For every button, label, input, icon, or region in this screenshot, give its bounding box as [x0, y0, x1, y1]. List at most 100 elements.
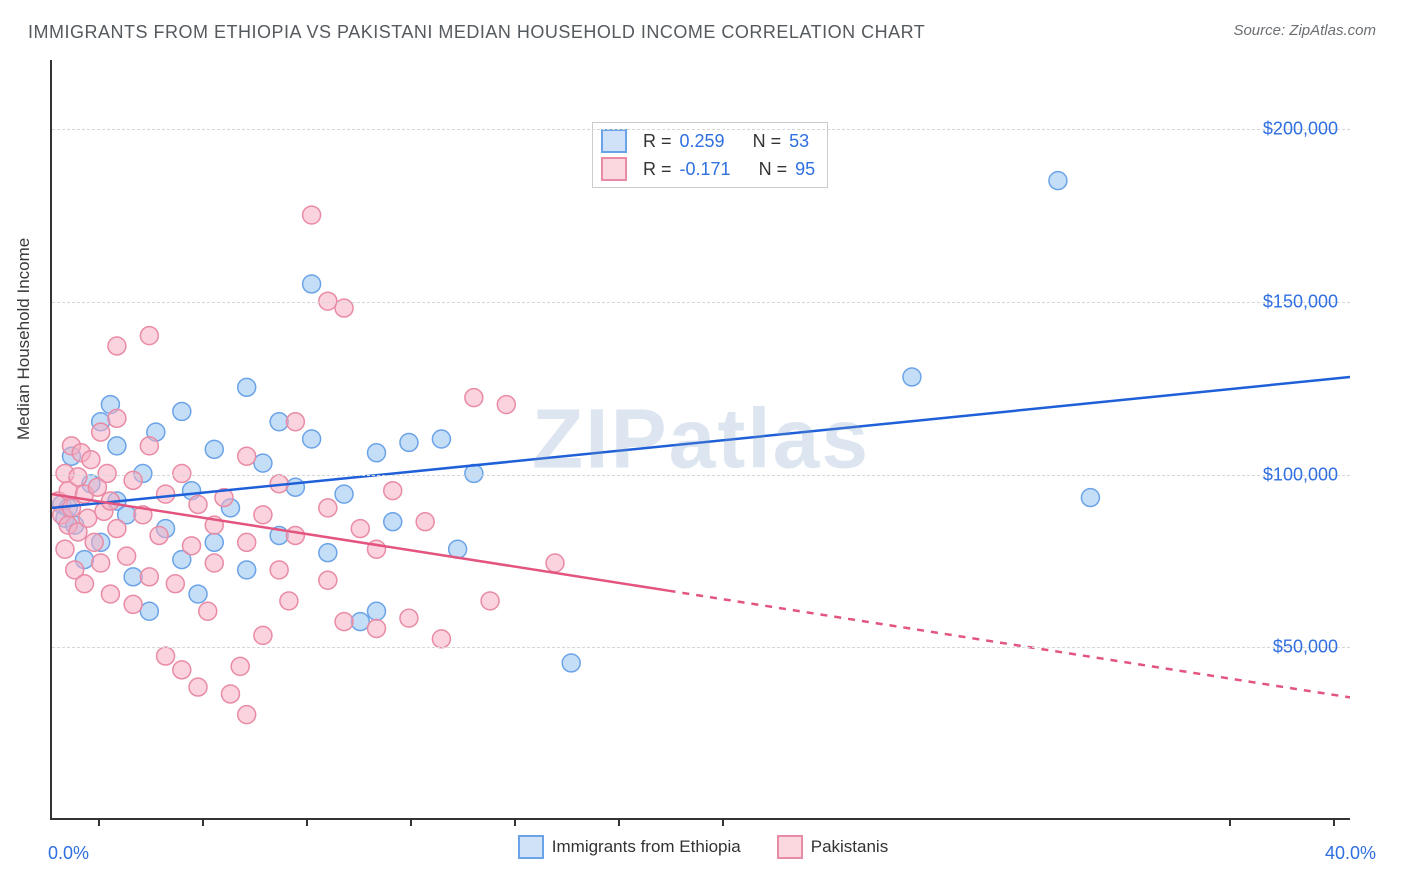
data-point [221, 685, 239, 703]
data-point [124, 595, 142, 613]
data-point [183, 537, 201, 555]
data-point [303, 206, 321, 224]
data-point [497, 396, 515, 414]
data-point [140, 327, 158, 345]
data-point [189, 678, 207, 696]
data-point [189, 585, 207, 603]
data-point [189, 495, 207, 513]
legend-item: Immigrants from Ethiopia [518, 835, 741, 859]
data-point [903, 368, 921, 386]
data-point [205, 554, 223, 572]
data-point [280, 592, 298, 610]
data-point [199, 602, 217, 620]
n-label: N = [753, 131, 782, 152]
data-point [416, 513, 434, 531]
r-label: R = [643, 159, 672, 180]
data-point [319, 571, 337, 589]
data-point [432, 630, 450, 648]
data-point [108, 409, 126, 427]
gridline [52, 647, 1350, 648]
data-point [335, 485, 353, 503]
r-value: 0.259 [680, 131, 725, 152]
x-tick [410, 818, 412, 826]
data-point [254, 626, 272, 644]
data-point [82, 451, 100, 469]
data-point [384, 482, 402, 500]
data-point [56, 540, 74, 558]
data-point [205, 440, 223, 458]
series-legend: Immigrants from Ethiopia Pakistanis [0, 835, 1406, 864]
data-point [85, 533, 103, 551]
x-tick [98, 818, 100, 826]
data-point [62, 499, 80, 517]
gridline [52, 302, 1350, 303]
data-point [92, 423, 110, 441]
chart-title: IMMIGRANTS FROM ETHIOPIA VS PAKISTANI ME… [28, 22, 925, 43]
r-label: R = [643, 131, 672, 152]
data-point [351, 520, 369, 538]
data-point [238, 378, 256, 396]
data-point [157, 647, 175, 665]
data-point [1081, 489, 1099, 507]
x-tick [1333, 818, 1335, 826]
data-point [368, 620, 386, 638]
data-point [368, 444, 386, 462]
data-point [173, 661, 191, 679]
data-point [368, 602, 386, 620]
data-point [75, 575, 93, 593]
data-point [546, 554, 564, 572]
legend-item: Pakistanis [777, 835, 888, 859]
data-point [98, 464, 116, 482]
data-point [205, 533, 223, 551]
data-point [238, 533, 256, 551]
data-point [108, 337, 126, 355]
x-tick [306, 818, 308, 826]
legend-label: Immigrants from Ethiopia [552, 837, 741, 857]
x-tick [1229, 818, 1231, 826]
data-point [432, 430, 450, 448]
y-tick-label: $150,000 [1263, 291, 1338, 312]
data-point [335, 613, 353, 631]
y-tick-label: $200,000 [1263, 119, 1338, 140]
data-point [166, 575, 184, 593]
data-point [270, 413, 288, 431]
data-point [101, 585, 119, 603]
r-value: -0.171 [680, 159, 731, 180]
data-point [303, 275, 321, 293]
legend-label: Pakistanis [811, 837, 888, 857]
y-tick-label: $50,000 [1273, 637, 1338, 658]
data-point [400, 433, 418, 451]
data-point [1049, 172, 1067, 190]
data-point [465, 389, 483, 407]
legend-row: R =-0.171N =95 [601, 155, 815, 183]
data-point [140, 568, 158, 586]
data-point [351, 613, 369, 631]
data-point [384, 513, 402, 531]
data-point [118, 547, 136, 565]
gridline [52, 475, 1350, 476]
data-point [303, 430, 321, 448]
data-point [140, 602, 158, 620]
data-point [254, 454, 272, 472]
data-point [231, 657, 249, 675]
legend-swatch [601, 129, 627, 153]
x-tick [722, 818, 724, 826]
data-point [108, 520, 126, 538]
source-attribution: Source: ZipAtlas.com [1233, 22, 1376, 39]
data-point [238, 706, 256, 724]
data-point [286, 413, 304, 431]
data-point [238, 561, 256, 579]
data-point [92, 554, 110, 572]
data-point [319, 544, 337, 562]
legend-swatch [601, 157, 627, 181]
data-point [286, 526, 304, 544]
trend-line-extrapolated [669, 591, 1350, 698]
gridline [52, 129, 1350, 130]
data-point [270, 561, 288, 579]
y-tick-label: $100,000 [1263, 464, 1338, 485]
data-point [400, 609, 418, 627]
data-point [562, 654, 580, 672]
data-point [157, 485, 175, 503]
data-point [481, 592, 499, 610]
legend-swatch [518, 835, 544, 859]
